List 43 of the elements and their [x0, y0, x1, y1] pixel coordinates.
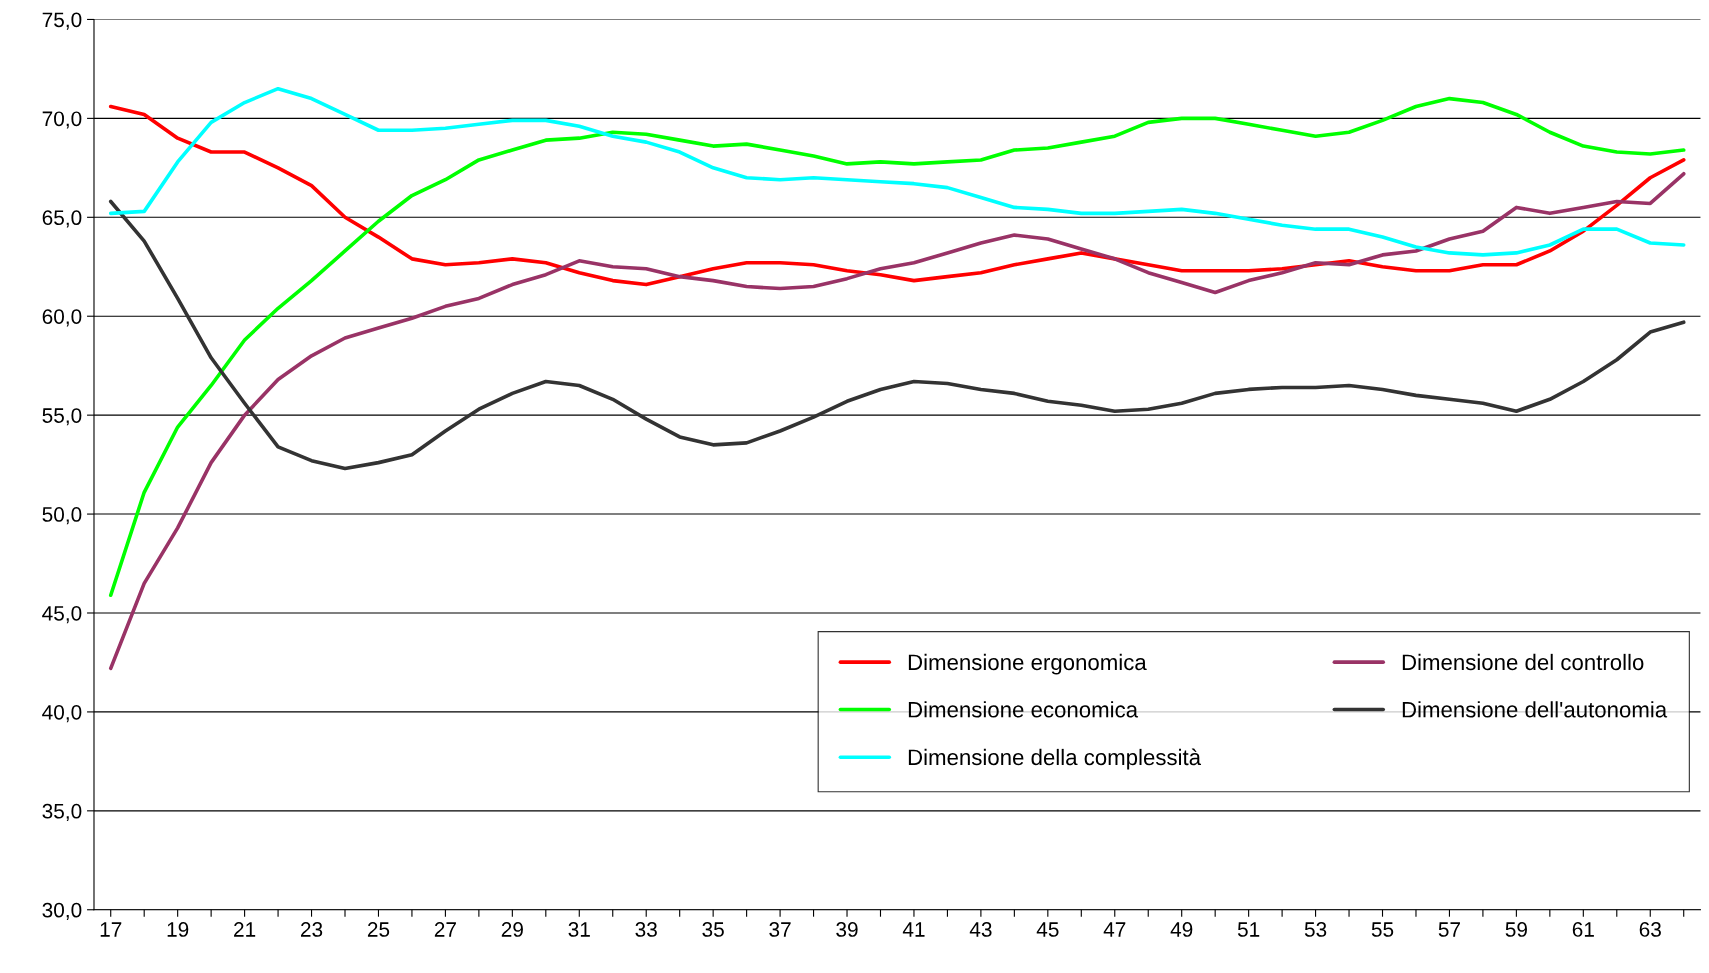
line-series — [108, 96, 1686, 597]
legend-label: Dimensione della complessità — [908, 748, 1202, 770]
x-tick-label: 57 — [1438, 922, 1460, 937]
y-tick-label: 35,0 — [42, 803, 82, 822]
x-tick-label: 23 — [301, 922, 323, 937]
x-tick-label: 61 — [1572, 922, 1594, 937]
y-tick-label: 70,0 — [42, 111, 82, 129]
x-tick-label: 17 — [100, 922, 122, 937]
y-tick-label: 75,0 — [42, 12, 82, 30]
x-tick-label: 43 — [969, 922, 992, 937]
x-tick-label: 31 — [568, 922, 590, 937]
x-tick-label: 47 — [1103, 922, 1126, 937]
x-tick-label: 49 — [1170, 922, 1193, 937]
x-tick-label: 51 — [1237, 922, 1260, 937]
line-series — [108, 104, 1686, 287]
x-tick-label: 39 — [836, 922, 858, 937]
legend-label: Dimensione ergonomica — [908, 653, 1147, 675]
y-tick-label: 40,0 — [42, 704, 82, 723]
y-tick-label: 30,0 — [42, 902, 82, 920]
x-tick-label: 63 — [1639, 922, 1661, 937]
y-tick-label: 60,0 — [42, 309, 82, 327]
x-tick-label: 33 — [635, 922, 657, 937]
x-tick-label: 25 — [367, 922, 390, 937]
x-tick-label: 59 — [1505, 922, 1527, 937]
x-tick-label: 19 — [167, 922, 189, 937]
legend-label: Dimensione del controllo — [1402, 653, 1644, 671]
x-tick-label: 41 — [902, 922, 925, 937]
x-tick-label: 35 — [702, 922, 724, 937]
x-tick-label: 29 — [501, 922, 523, 937]
legend-label: Dimensione economica — [908, 701, 1139, 718]
line-series — [108, 199, 1686, 471]
x-tick-label: 53 — [1304, 922, 1327, 937]
y-tick-label: 55,0 — [42, 408, 82, 426]
line-series — [108, 86, 1686, 257]
legend-label: Dimensione dell'autonomia — [1402, 701, 1668, 718]
x-tick-label: 45 — [1036, 922, 1059, 937]
y-tick-label: 65,0 — [42, 210, 82, 228]
x-tick-label: 37 — [769, 922, 791, 937]
y-tick-label: 50,0 — [42, 507, 82, 525]
x-tick-label: 27 — [434, 922, 456, 937]
x-tick-label: 55 — [1371, 922, 1394, 937]
y-tick-label: 45,0 — [42, 605, 82, 624]
x-tick-label: 21 — [234, 922, 256, 937]
